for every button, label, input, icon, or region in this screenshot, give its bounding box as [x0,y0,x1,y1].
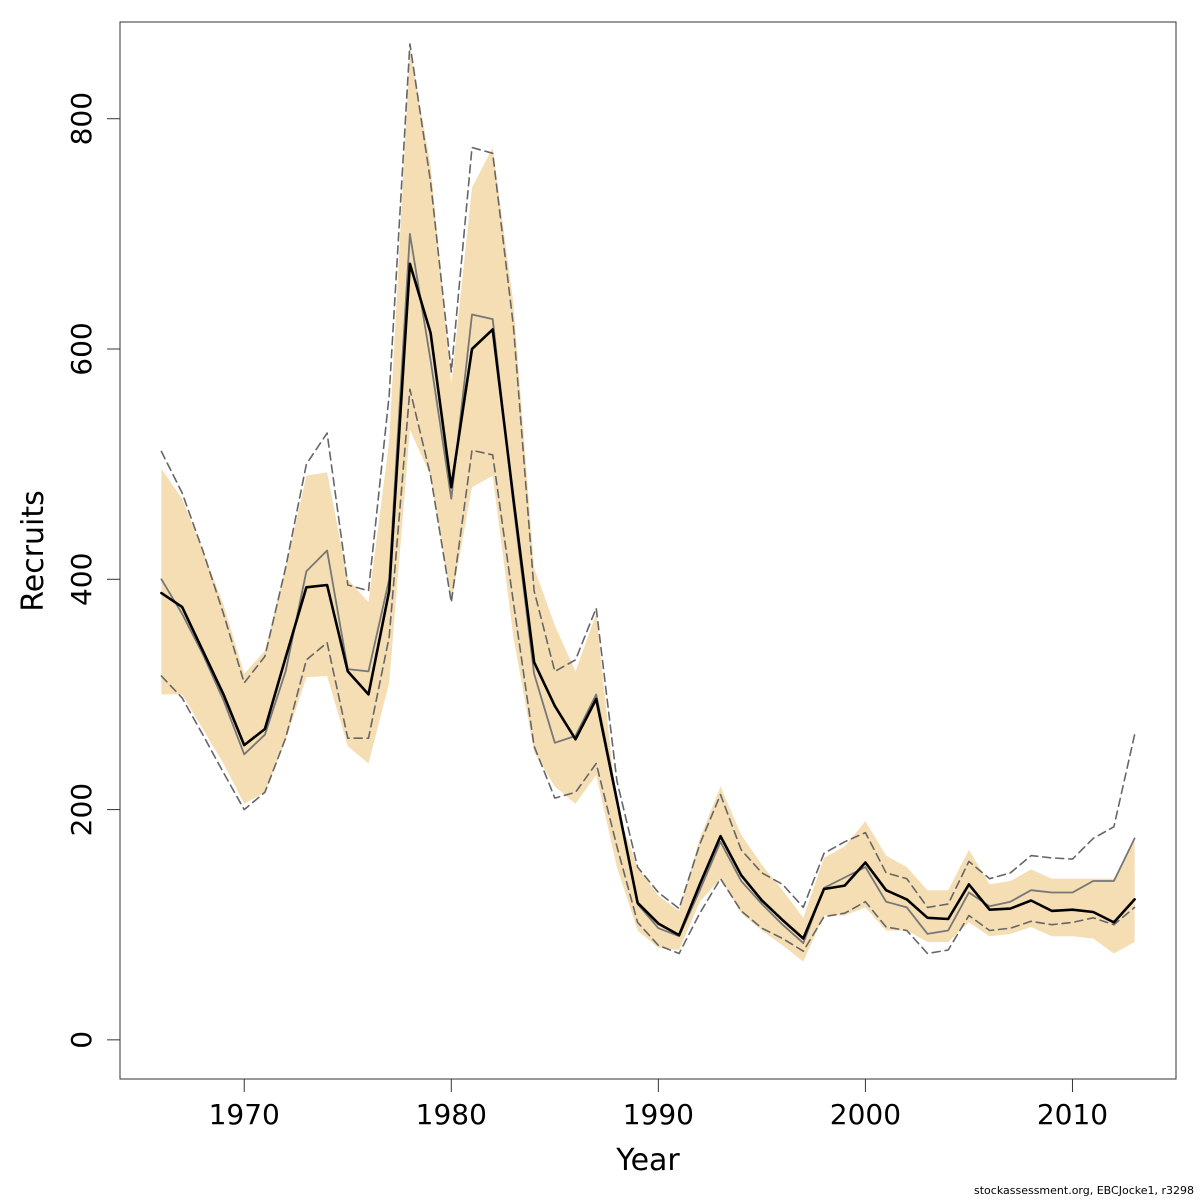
x-tick-label: 1980 [416,1098,487,1131]
confidence-band [161,49,1135,962]
x-tick-label: 2010 [1037,1098,1108,1131]
x-axis-title: Year [615,1143,680,1178]
series-line-4 [160,388,1136,955]
y-tick-label: 600 [65,322,98,375]
y-tick-label: 0 [65,1031,98,1049]
series-line-2 [160,232,1136,944]
series-line-1 [160,262,1136,940]
y-axis: 0 200 400 600 800 [65,92,121,1049]
x-tick-label: 2000 [830,1098,901,1131]
footer-note: stockassessment.org, EBCJocke1, r3298 [974,1184,1194,1197]
y-tick-label: 400 [65,553,98,606]
series-line-3 [160,43,1136,910]
y-axis-title: Recruits [16,490,51,612]
x-tick-label: 1970 [209,1098,280,1131]
y-tick-label: 800 [65,92,98,145]
y-tick-label: 200 [65,783,98,836]
x-tick-label: 1990 [623,1098,694,1131]
x-axis: 1970 1980 1990 2000 2010 [209,1078,1108,1131]
